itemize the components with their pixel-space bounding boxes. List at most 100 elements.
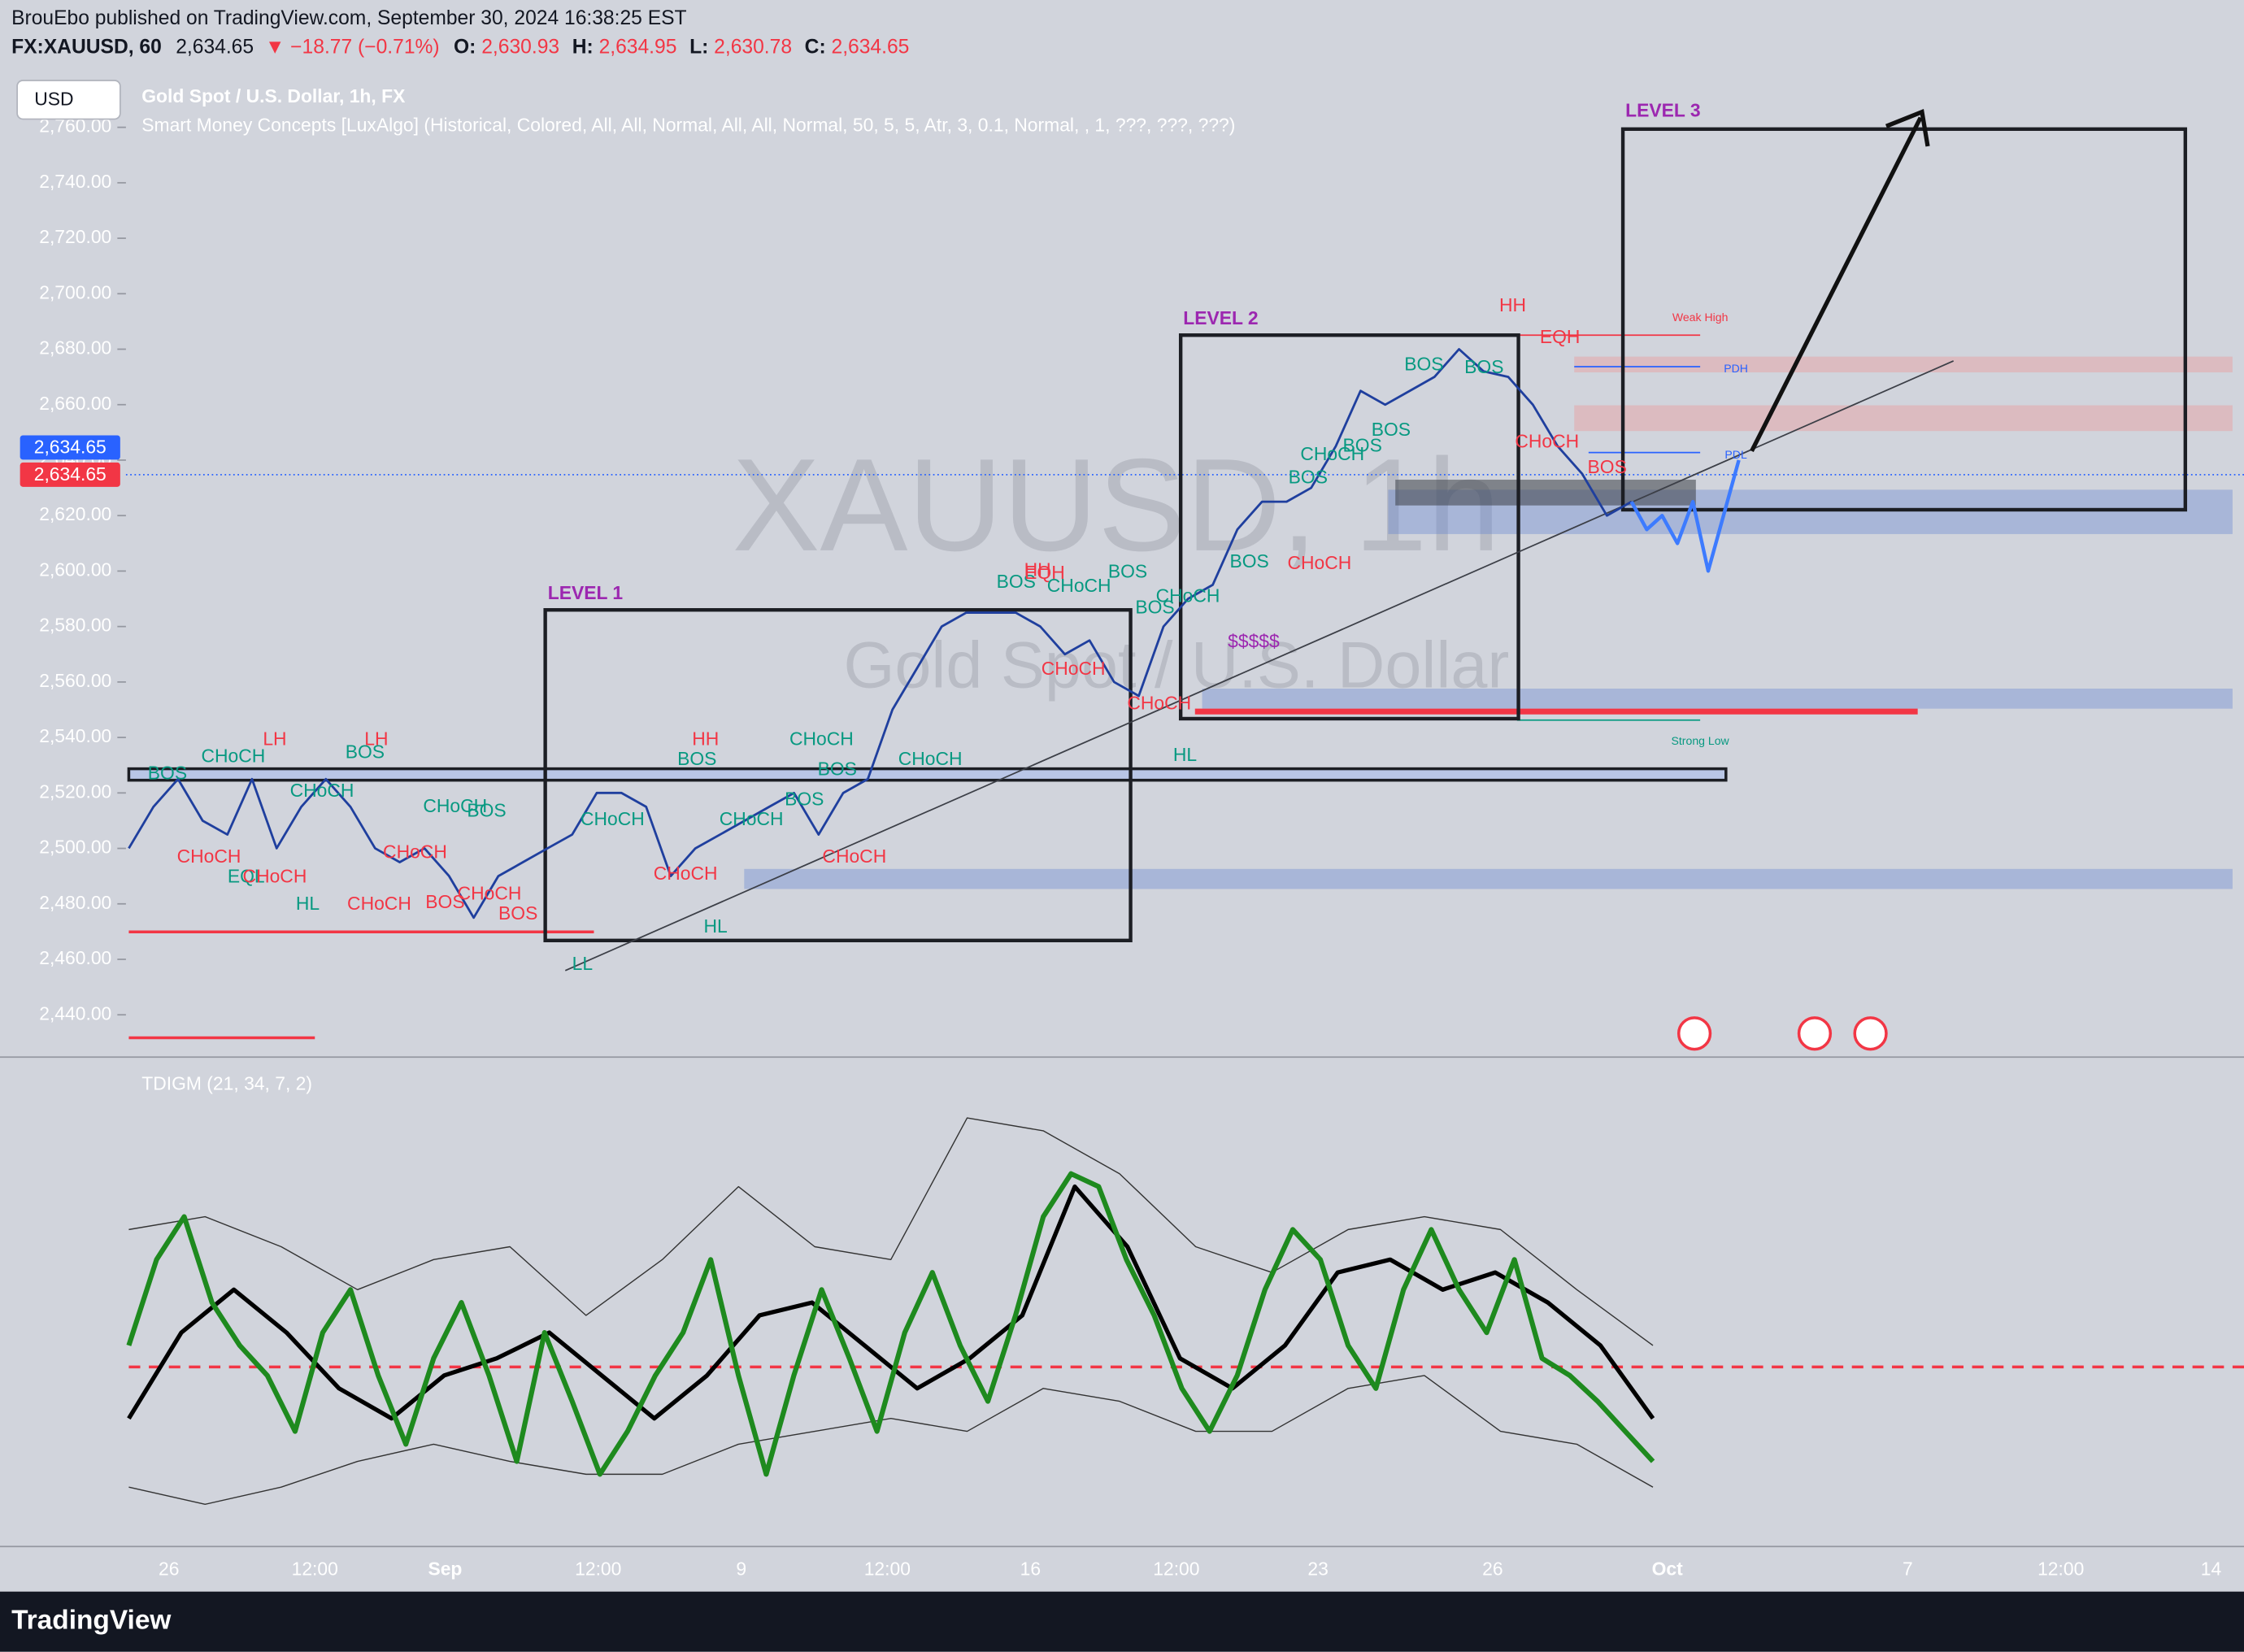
y-tick-label: 2,560.00	[39, 670, 111, 691]
open: 2,630.93	[481, 36, 559, 58]
x-tick-label: 26	[1482, 1558, 1503, 1579]
smc-label: CHoCH	[1047, 575, 1111, 596]
y-tick-label: 2,500.00	[39, 837, 111, 858]
event-flag[interactable]	[1853, 1016, 1888, 1051]
publisher: BrouEbo published on TradingView.com, Se…	[11, 7, 687, 29]
level-label: PDH	[1724, 362, 1748, 375]
high-label: H:	[572, 36, 594, 58]
smc-label: CHoCH	[458, 883, 522, 904]
smc-label: BOS	[1343, 435, 1382, 456]
y-tick-label: 2,460.00	[39, 947, 111, 968]
ohlc-line: FX:XAUUSD, 60 2,634.65 ▼ −18.77 (−0.71%)…	[11, 36, 909, 58]
y-tick-label: 2,440.00	[39, 1002, 111, 1024]
smc-label: EQH	[1024, 562, 1065, 583]
currency-button-label[interactable]: USD	[34, 89, 73, 110]
open-label: O:	[454, 36, 476, 58]
indicator-line	[128, 1117, 1654, 1346]
y-tick-label: 2,620.00	[39, 503, 111, 524]
smc-label: BOS	[1108, 560, 1147, 581]
close-label: C:	[805, 36, 826, 58]
smc-label: CHoCH	[720, 808, 784, 829]
x-tick-label: Oct	[1652, 1558, 1684, 1579]
branding: TradingView	[11, 1606, 172, 1636]
smc-label: HH	[1024, 559, 1051, 580]
y-tick-label: 2,740.00	[39, 171, 111, 192]
smc-label: $$$$$	[1228, 631, 1280, 652]
smc-label: CHoCH	[1515, 430, 1579, 451]
footer-bar	[0, 1591, 2244, 1652]
price-tag	[20, 435, 120, 460]
y-tick-label: 2,580.00	[39, 615, 111, 636]
smc-label: CHoCH	[290, 780, 354, 801]
x-tick-label: 26	[159, 1558, 179, 1579]
x-tick-label: 14	[2201, 1558, 2222, 1579]
range-box	[127, 767, 1728, 782]
x-tick-label: 12:00	[2037, 1558, 2084, 1579]
high: 2,634.95	[599, 36, 677, 58]
smc-label: CHoCH	[1300, 443, 1364, 464]
level-box	[1178, 333, 1520, 721]
event-flag[interactable]	[1797, 1016, 1833, 1051]
y-tick-label: 2,600.00	[39, 559, 111, 580]
watermark-symbol: XAUUSD, 1h	[733, 432, 1501, 579]
x-tick-label: 9	[736, 1558, 746, 1579]
trend-line	[564, 360, 1955, 972]
currency-button[interactable]	[16, 80, 121, 120]
zone	[744, 868, 2233, 889]
smc-label: CHoCH	[202, 746, 266, 767]
smc-label: HH	[692, 728, 719, 749]
smc-label: HH	[1499, 294, 1526, 315]
smc-label: BOS	[425, 891, 464, 912]
x-tick-label: 12:00	[575, 1558, 621, 1579]
smc-label: BOS	[818, 758, 857, 779]
y-tick-label: 2,720.00	[39, 226, 111, 247]
smc-label: CHoCH	[383, 841, 447, 862]
level-title: LEVEL 3	[1625, 100, 1700, 121]
smc-label: BOS	[148, 763, 187, 784]
smc-label: CHoCH	[423, 795, 487, 816]
price-tag-label: 2,634.65	[34, 463, 107, 485]
smc-label: CHoCH	[1042, 658, 1106, 679]
level-label: Weak High	[1672, 311, 1729, 324]
y-tick-label: 2,660.00	[39, 393, 111, 414]
smc-label: BOS	[498, 902, 537, 924]
legend-main: Gold Spot / U.S. Dollar, 1h, FX	[141, 85, 406, 107]
smc-label: LL	[572, 953, 593, 974]
smc-label: HL	[1173, 744, 1197, 765]
watermark-description: Gold Spot / U.S. Dollar	[843, 629, 1509, 702]
indicator-line	[128, 1375, 1654, 1506]
indicator-title: TDIGM (21, 34, 7, 2)	[141, 1073, 312, 1094]
arrow-head	[1885, 108, 1930, 147]
zone	[1395, 480, 1696, 506]
smc-label: CHoCH	[347, 893, 411, 914]
indicator-line	[126, 1171, 1655, 1477]
smc-label: BOS	[1588, 456, 1627, 477]
level-box	[1620, 127, 2188, 512]
smc-label: CHoCH	[789, 728, 854, 749]
smc-label: CHoCH	[581, 808, 645, 829]
indicator-line	[127, 1184, 1655, 1421]
y-tick-label: 2,540.00	[39, 725, 111, 746]
zone	[1574, 356, 2233, 373]
event-flag[interactable]	[1676, 1016, 1712, 1051]
zone	[1574, 405, 2233, 432]
price-tag-label: 2,634.65	[34, 436, 107, 457]
smc-label: LH	[263, 728, 286, 749]
level-label: PDL	[1724, 448, 1747, 461]
low-label: L:	[689, 36, 708, 58]
smc-label: BOS	[346, 741, 385, 762]
smc-label: BOS	[997, 571, 1036, 592]
x-tick-label: 12:00	[292, 1558, 338, 1579]
smc-label: BOS	[677, 748, 716, 769]
x-tick-label: 23	[1307, 1558, 1328, 1579]
y-tick-label: 2,680.00	[39, 337, 111, 359]
x-tick-label: 7	[1903, 1558, 1913, 1579]
price-line	[1629, 459, 1741, 573]
smc-label: BOS	[1230, 550, 1269, 572]
level-title: LEVEL 2	[1183, 307, 1258, 328]
smc-label: BOS	[1372, 419, 1411, 440]
drawings	[125, 108, 2244, 1051]
